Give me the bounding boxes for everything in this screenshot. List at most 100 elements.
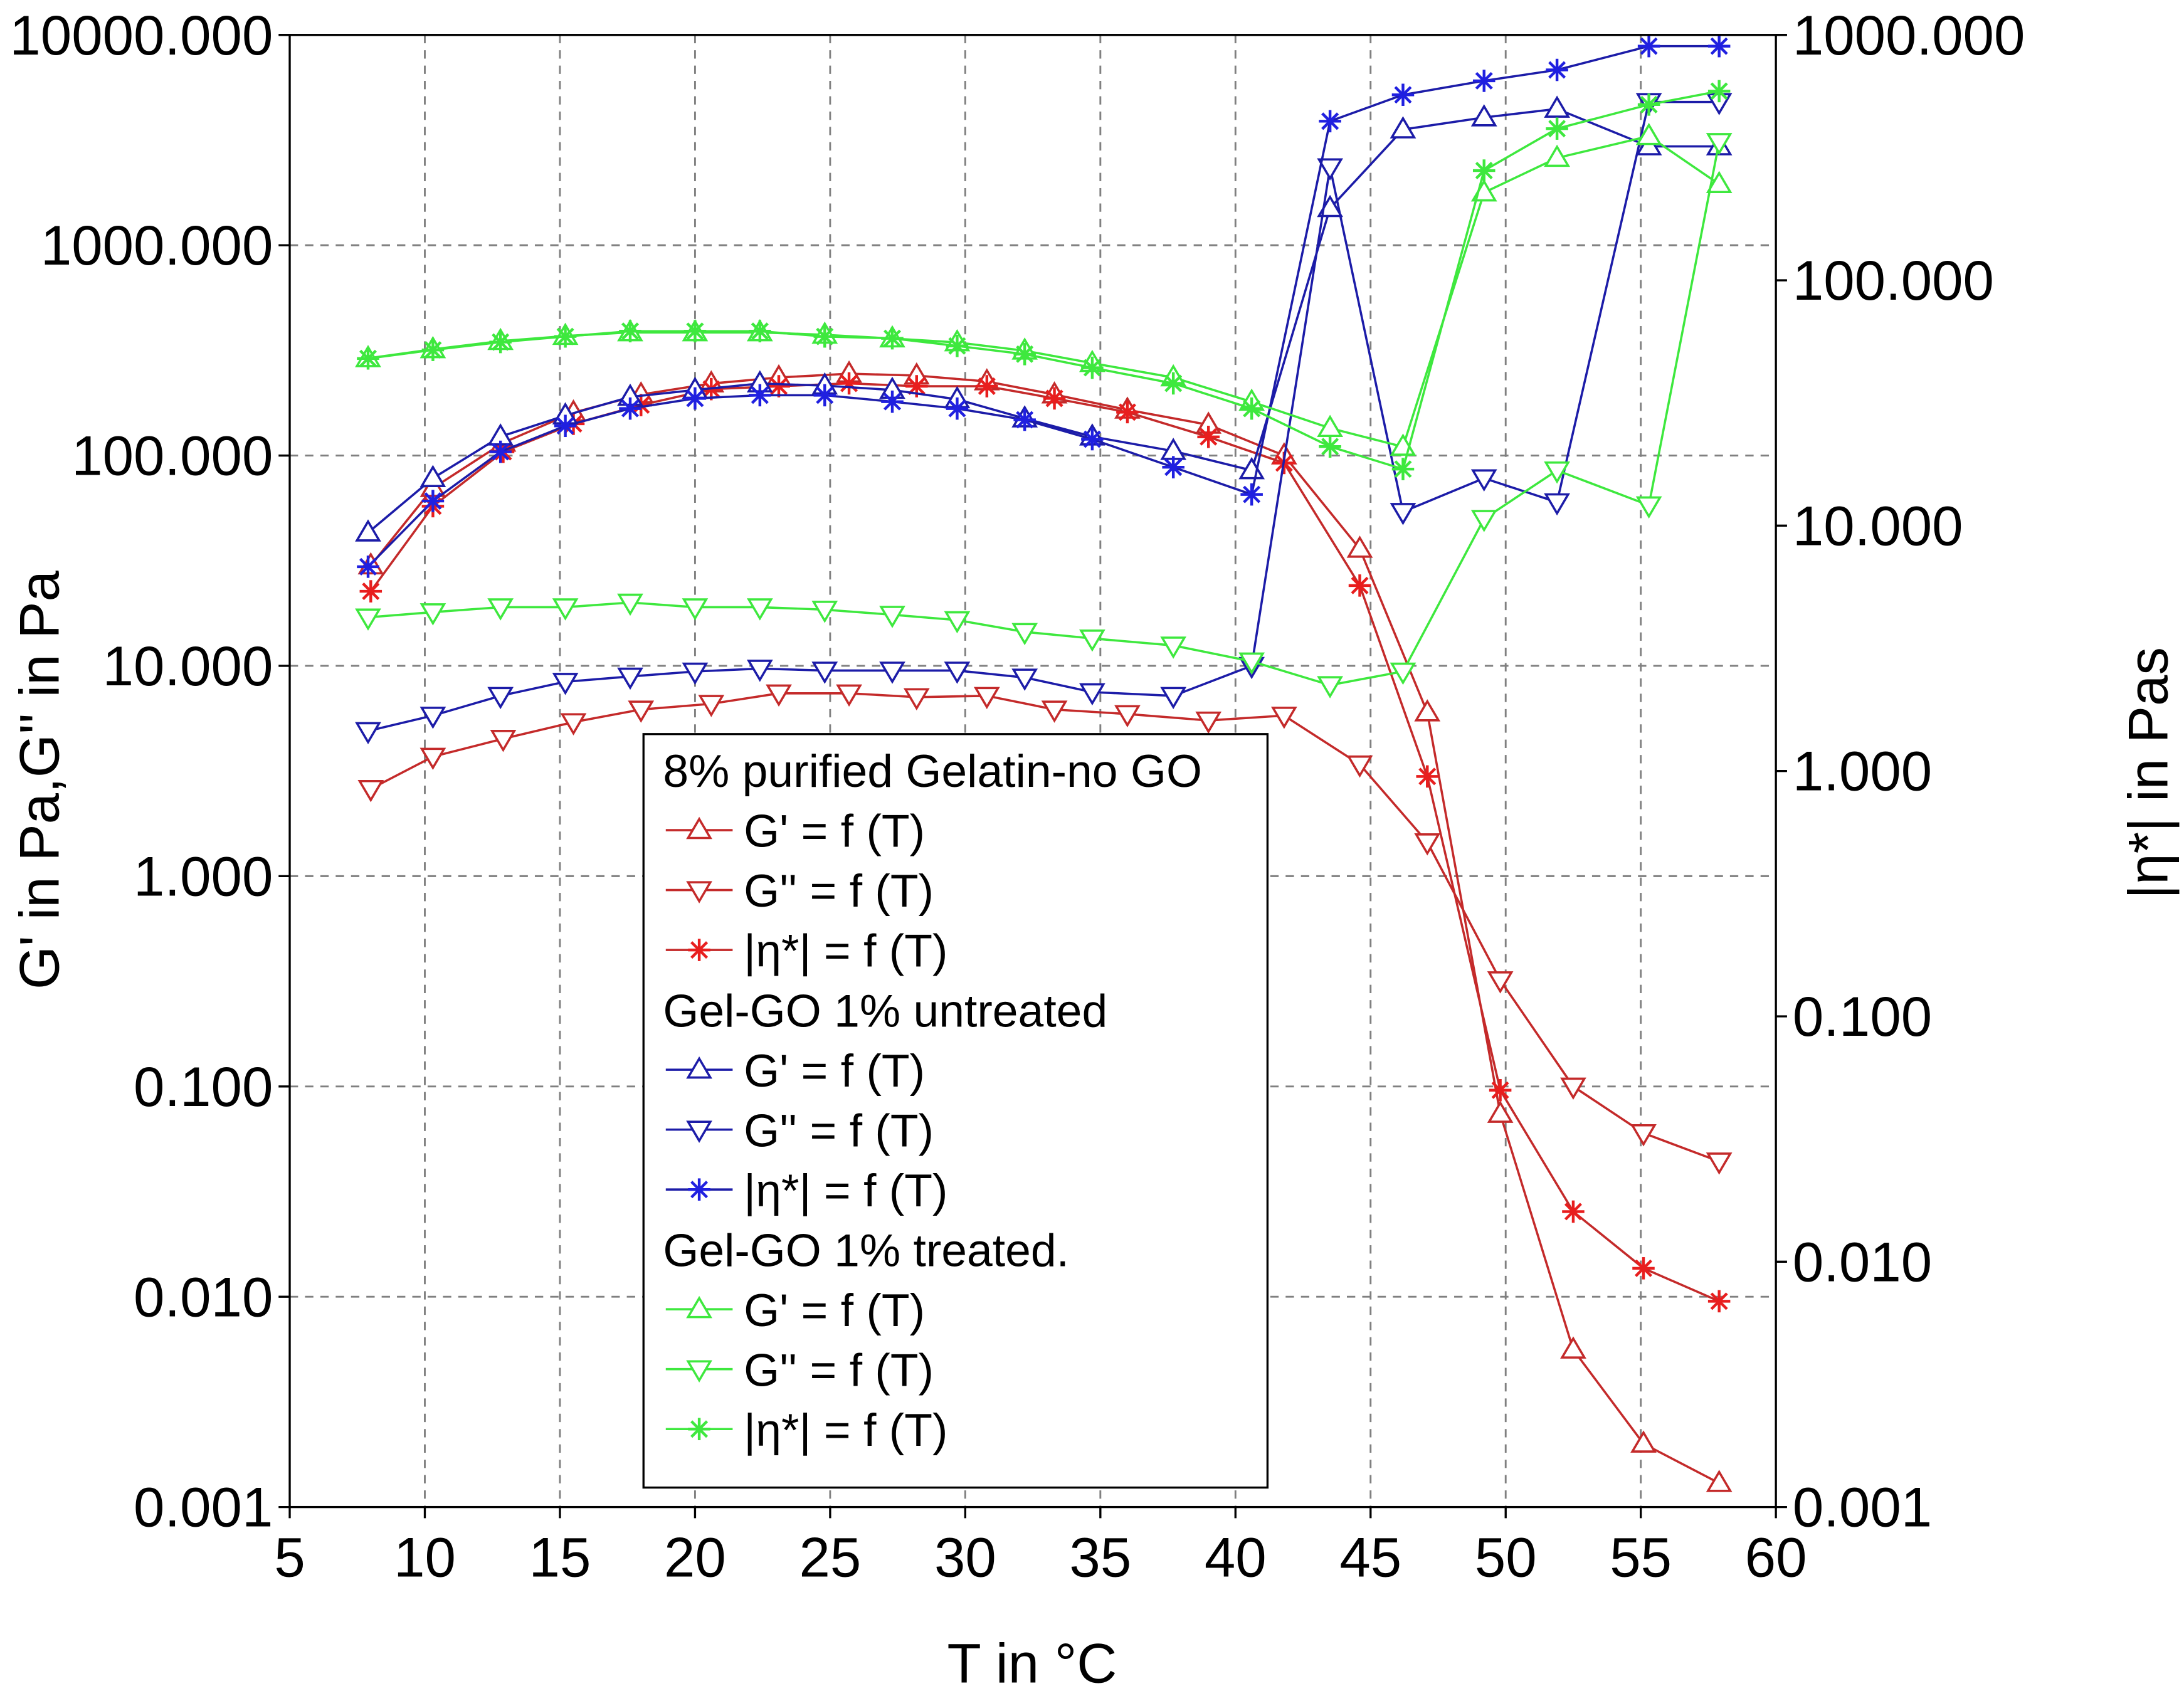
data-point (1562, 1200, 1585, 1223)
triangle-down-marker (1079, 630, 1105, 652)
legend-label: G' = f (T) (744, 806, 925, 857)
asterisk-stroke (690, 941, 709, 959)
triangle-up-marker (1706, 1470, 1733, 1492)
data-point (881, 390, 904, 413)
data-point (1162, 456, 1184, 478)
asterisk-stroke (362, 582, 380, 601)
data-point (944, 661, 971, 684)
data-point (683, 387, 707, 410)
legend-marker (686, 1056, 712, 1079)
triangle-down-marker (682, 662, 709, 685)
data-point (617, 593, 643, 616)
legend-label: G' = f (T) (744, 1285, 925, 1336)
data-point (1390, 116, 1416, 139)
data-point (946, 397, 969, 420)
data-point (1081, 356, 1104, 379)
data-point (1195, 711, 1222, 734)
triangle-up-marker (1346, 535, 1373, 558)
series-2-0 (355, 122, 1733, 456)
data-point (560, 713, 587, 735)
data-point (813, 384, 836, 407)
data-point (946, 334, 969, 357)
triangle-up-marker (1487, 1100, 1514, 1123)
data-point (355, 519, 381, 542)
data-point (746, 598, 773, 621)
asterisk-stroke (883, 329, 902, 347)
data-point (489, 330, 512, 354)
asterisk-stroke (621, 322, 640, 340)
legend-label: G'' = f (T) (744, 1344, 934, 1396)
asterisk-stroke (770, 377, 788, 396)
asterisk-stroke (1321, 112, 1339, 130)
data-point (1414, 699, 1441, 722)
legend-marker (688, 1418, 710, 1440)
x-tick-label: 55 (1610, 1527, 1672, 1589)
data-point (1632, 1257, 1655, 1280)
asterisk-stroke (1634, 1259, 1653, 1277)
triangle-down-marker (1079, 683, 1105, 706)
asterisk-stroke (840, 374, 858, 392)
data-point (619, 320, 641, 343)
data-point (1317, 676, 1343, 698)
asterisk-stroke (1016, 411, 1034, 429)
data-point (1470, 510, 1497, 532)
asterisk-stroke (424, 341, 442, 359)
triangle-down-marker (1706, 133, 1733, 155)
triangle-down-marker (560, 713, 587, 735)
legend-entry: G'' = f (T) (665, 1344, 934, 1396)
triangle-up-marker (686, 816, 712, 840)
data-point (944, 611, 971, 634)
data-point (1560, 1077, 1586, 1100)
data-point (903, 688, 930, 711)
asterisk-stroke (948, 399, 966, 418)
data-point (1160, 636, 1187, 659)
triangle-down-marker (686, 881, 712, 903)
data-point (1546, 58, 1568, 82)
triangle-down-marker (746, 660, 773, 682)
asterisk-stroke (1710, 1292, 1728, 1310)
data-point (1487, 1100, 1514, 1123)
asterisk-stroke (816, 327, 834, 345)
data-point (1546, 117, 1568, 140)
data-point (768, 375, 790, 398)
asterisk-stroke (686, 322, 704, 340)
data-point (1197, 426, 1220, 448)
legend-group-title: Gel-GO 1% untreated (663, 985, 1107, 1036)
legend-entry: |η*| = f (T) (665, 1165, 947, 1216)
triangle-down-marker (490, 730, 517, 752)
data-point (746, 660, 773, 682)
triangle-down-marker (1011, 623, 1038, 646)
y-right-tick-label: 10.000 (1793, 495, 1963, 557)
asterisk-stroke (492, 333, 510, 351)
asterisk-stroke (978, 377, 996, 396)
series-line (367, 141, 1721, 687)
data-point (1240, 397, 1263, 420)
triangle-down-marker (903, 688, 930, 711)
data-point (1489, 1079, 1512, 1102)
triangle-down-marker (1390, 503, 1416, 525)
triangle-down-marker (973, 687, 1000, 710)
data-point (490, 730, 517, 752)
data-point (1544, 493, 1570, 516)
triangle-down-marker (1011, 668, 1038, 691)
asterisk-stroke (1321, 438, 1339, 456)
data-point (617, 667, 643, 690)
data-point (357, 779, 384, 803)
triangle-down-marker (686, 1360, 712, 1383)
data-point (749, 384, 771, 407)
data-point (1319, 435, 1341, 458)
series-2-2 (357, 80, 1731, 480)
legend-group-title: 8% purified Gelatin-no GO (663, 745, 1202, 797)
asterisk-stroke (690, 1420, 709, 1438)
legend-marker (686, 881, 712, 903)
asterisk-stroke (751, 386, 769, 404)
triangle-down-marker (552, 598, 579, 621)
y-left-tick-label: 0.010 (134, 1266, 273, 1328)
data-point (976, 375, 998, 398)
triangle-down-marker (1390, 662, 1416, 685)
series-line (367, 107, 1719, 534)
legend-marker (688, 1178, 710, 1201)
y-axis-left-label: G' in Pa,G'' in Pa (8, 570, 70, 989)
data-point (619, 397, 641, 420)
triangle-down-marker (1635, 496, 1662, 519)
